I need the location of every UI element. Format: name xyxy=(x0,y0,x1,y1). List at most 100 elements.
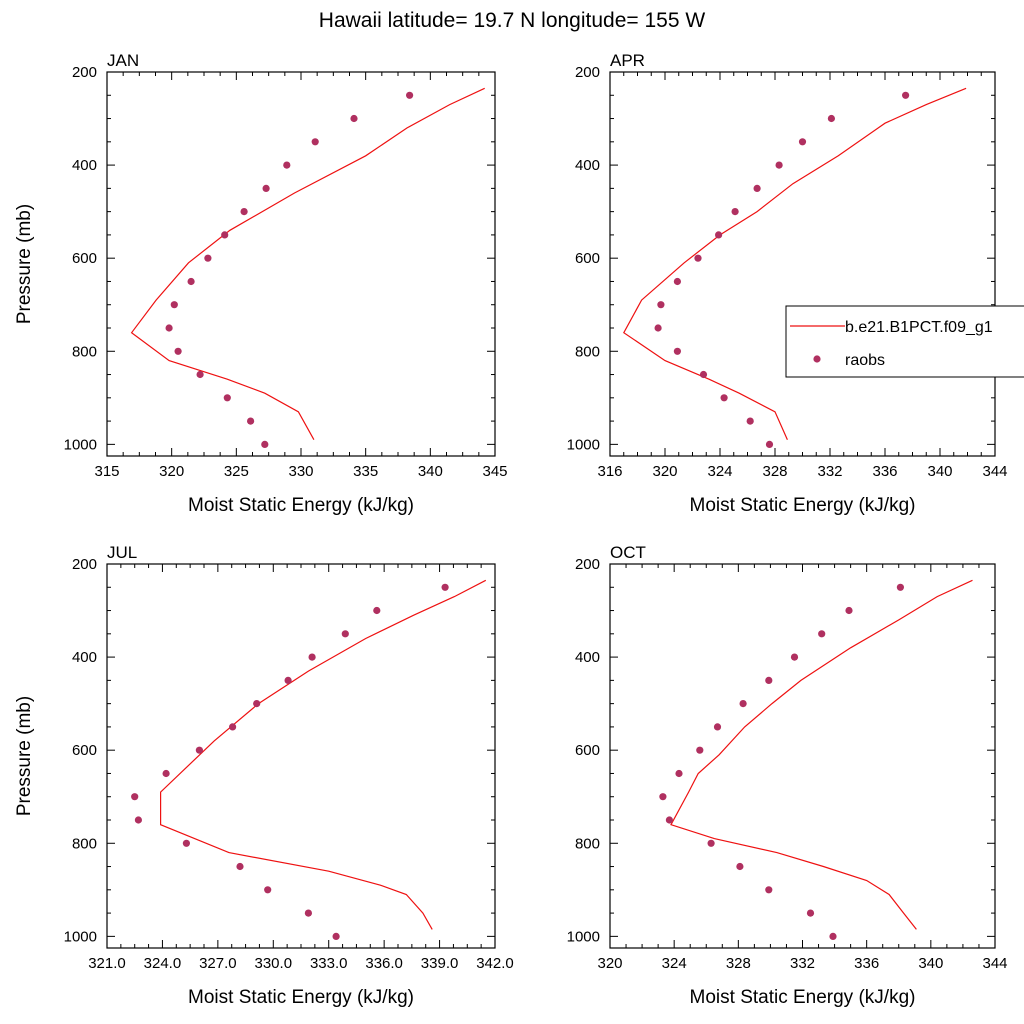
raobs-point xyxy=(261,440,269,448)
raobs-point xyxy=(253,700,261,708)
raobs-point xyxy=(798,138,807,146)
y-tick-label: 600 xyxy=(575,742,600,759)
plot-frame xyxy=(106,563,496,949)
y-tick-label: 1000 xyxy=(64,928,97,945)
raobs-point xyxy=(283,161,291,169)
raobs-point xyxy=(765,676,773,685)
raobs-point xyxy=(187,277,195,286)
raobs-point xyxy=(896,583,905,591)
raobs-point xyxy=(775,161,783,169)
raobs-point xyxy=(673,277,682,286)
raobs-point xyxy=(223,394,231,402)
raobs-point xyxy=(654,324,662,332)
y-tick-label: 800 xyxy=(575,343,600,360)
panel-oct: OCT 320 324 328 332 336 340 344 200 400 600 800 1000… xyxy=(567,543,1008,1008)
raobs-point xyxy=(765,886,773,894)
raobs-point xyxy=(707,839,715,847)
plot-frame xyxy=(609,563,996,949)
raobs-point xyxy=(736,862,744,871)
panel-jan: JAN 315 320 325 330 335 340 345 200 400 600 800 1000… xyxy=(14,51,508,516)
raobs-point xyxy=(720,394,728,402)
y-axis-label: Pressure (mb) xyxy=(14,696,35,816)
x-tick-label: 330 xyxy=(288,463,313,480)
raobs-point xyxy=(221,231,229,239)
y-tick-label: 400 xyxy=(72,157,97,174)
raobs-point xyxy=(182,839,190,847)
x-tick-label: 340 xyxy=(918,955,943,972)
x-tick-label: 336.0 xyxy=(365,955,403,972)
raobs-point xyxy=(196,370,204,379)
raobs-point xyxy=(236,862,244,871)
raobs-point xyxy=(350,114,358,123)
panel-jul: JUL 321.0 324.0 327.0 330.0 333.0 336.0 339.0 34… xyxy=(14,543,514,1008)
x-tick-label: 333.0 xyxy=(310,955,348,972)
raobs-point xyxy=(829,932,837,941)
x-axis-label: Moist Static Energy (kJ/kg) xyxy=(690,987,916,1008)
x-tick-label: 332 xyxy=(790,955,815,972)
raobs-point xyxy=(746,417,754,425)
raobs-point xyxy=(264,886,272,894)
raobs-point xyxy=(134,816,142,824)
raobs-point xyxy=(204,254,212,262)
raobs-point xyxy=(304,909,312,917)
legend-marker-swatch xyxy=(813,355,821,363)
raobs-point xyxy=(165,324,173,332)
raobs-point xyxy=(665,816,674,824)
panel-title: JUL xyxy=(107,543,137,562)
raobs-point xyxy=(902,91,910,99)
raobs-point xyxy=(827,114,836,123)
raobs-point xyxy=(699,370,708,379)
y-tick-label: 600 xyxy=(72,742,97,759)
raobs-point xyxy=(341,630,349,638)
x-tick-label: 342.0 xyxy=(476,955,514,972)
panel-title: JAN xyxy=(107,51,139,70)
x-tick-label: 324 xyxy=(662,955,687,972)
raobs-point xyxy=(373,606,381,615)
y-tick-label: 200 xyxy=(72,64,97,81)
x-tick-label: 328 xyxy=(726,955,751,972)
raobs-point xyxy=(441,583,449,591)
y-tick-label: 800 xyxy=(72,835,97,852)
legend-label-model: b.e21.B1PCT.f09_g1 xyxy=(845,319,993,336)
y-tick-label: 400 xyxy=(72,649,97,666)
raobs-point xyxy=(131,793,139,801)
x-tick-label: 321.0 xyxy=(88,955,126,972)
raobs-point xyxy=(739,700,747,708)
x-tick-label: 335 xyxy=(353,463,378,480)
raobs-point xyxy=(240,208,248,216)
x-axis-label: Moist Static Energy (kJ/kg) xyxy=(188,987,414,1008)
x-tick-label: 320 xyxy=(597,955,622,972)
x-tick-label: 336 xyxy=(872,463,897,480)
figure-title: Hawaii latitude= 19.7 N longitude= 155 W xyxy=(319,9,706,32)
x-tick-label: 320 xyxy=(652,463,677,480)
x-axis-label: Moist Static Energy (kJ/kg) xyxy=(188,495,414,516)
raobs-point xyxy=(174,347,182,355)
x-tick-label: 330.0 xyxy=(255,955,293,972)
raobs-point xyxy=(845,606,853,615)
raobs-point xyxy=(673,347,682,355)
x-tick-label: 332 xyxy=(817,463,842,480)
legend-box xyxy=(785,305,1024,378)
raobs-point xyxy=(229,723,237,731)
x-axis-label: Moist Static Energy (kJ/kg) xyxy=(690,495,916,516)
y-tick-label: 200 xyxy=(575,64,600,81)
raobs-point xyxy=(753,184,761,192)
y-tick-label: 800 xyxy=(575,835,600,852)
raobs-point xyxy=(195,746,203,754)
raobs-point xyxy=(659,793,667,801)
panel-title: APR xyxy=(610,51,645,70)
x-tick-label: 324 xyxy=(707,463,732,480)
raobs-point xyxy=(162,769,170,778)
raobs-point xyxy=(715,231,723,239)
y-tick-label: 600 xyxy=(575,250,600,267)
plot-frame xyxy=(106,71,496,457)
legend-label-obs: raobs xyxy=(845,352,885,369)
raobs-point xyxy=(765,440,774,448)
raobs-point xyxy=(311,138,319,146)
model-profile-line xyxy=(160,579,487,930)
raobs-point xyxy=(332,932,340,941)
y-tick-label: 800 xyxy=(72,343,97,360)
raobs-point xyxy=(731,208,739,216)
raobs-point xyxy=(657,301,665,309)
